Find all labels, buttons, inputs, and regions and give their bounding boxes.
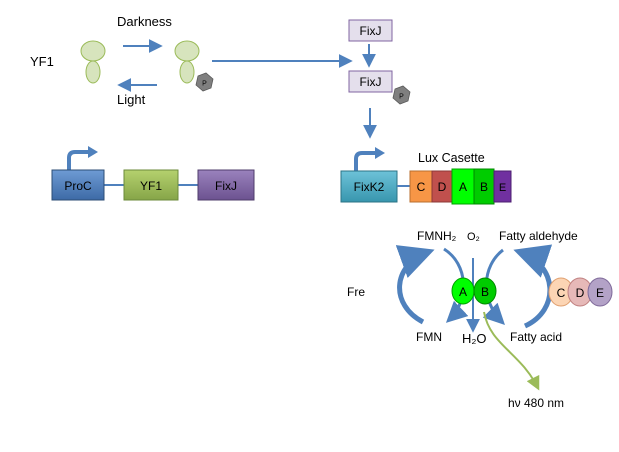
fmn-label: FMN [416,330,442,344]
phosphate-badge: P [195,72,214,92]
fatty-acid-label: Fatty acid [510,330,562,344]
luxb-subunit [473,277,497,305]
construct-2: FixK2 Lux Casette C D A B E [340,147,512,205]
proc-promoter-arrow-icon [67,150,90,170]
yf1-protein-icon [80,40,106,84]
lux-cassette-title: Lux Casette [418,151,485,165]
oxygen-label: O₂ [467,231,480,243]
construct-1: ProC YF1 FixJ [51,146,255,201]
gene-proc [51,169,105,201]
lux-gene-a-label: A [459,180,467,194]
luxe-enzyme [587,277,613,307]
luxc-enzyme-label: C [557,286,566,300]
fixj-phosphate-label: P [399,94,404,101]
lux-gene-e [493,170,512,203]
luxe-enzyme-label: E [596,286,604,300]
gene-yf1 [123,169,179,201]
gene-fixk2-label: FixK2 [354,180,385,194]
yf1-phosphorylated-icon [174,40,200,84]
gene-fixj [197,169,255,201]
luciferase-reaction-section: Fre FMNH₂ FMN O₂ H₂O Fatty aldehyde Fatt… [347,229,613,410]
lux-gene-b-label: B [480,180,488,194]
fixj-pathway-section: FixJ FixJ P [348,19,411,139]
luxa-subunit-label: A [459,285,467,299]
light-label: Light [117,92,146,107]
emission-label: hν 480 nm [508,396,564,410]
luxd-enzyme-label: D [576,286,585,300]
light-switch-section: YF1 Darkness Light P [30,14,353,107]
fixj-box [348,19,393,42]
luxb-subunit-label: B [481,285,489,299]
water-label: H₂O [462,331,487,346]
yf1-protein-label: YF1 [30,54,54,69]
gene-yf1-label: YF1 [140,179,162,193]
fixj-phosphorylated-label: FixJ [360,75,382,89]
darkness-label: Darkness [117,14,172,29]
fatty-acid-recycling-arrow [513,244,553,329]
fixk2-promoter-arrow-icon [354,151,377,171]
lux-gene-d-label: D [438,180,447,194]
gene-proc-label: ProC [64,179,92,193]
gene-fixj-label: FixJ [215,179,237,193]
fatty-aldehyde-label: Fatty aldehyde [499,229,578,243]
fmnh2-label: FMNH₂ [417,229,457,243]
fre-enzyme-label: Fre [347,285,365,299]
lux-gene-c-label: C [417,180,426,194]
lux-gene-e-label: E [499,182,506,194]
fixj-label: FixJ [360,24,382,38]
fixj-phosphate-badge: P [392,85,411,105]
phosphate-label: P [202,81,207,88]
fmn-reduction-arrow [395,245,435,325]
fixj-phosphorylated-box [348,70,393,93]
light-emission-arrow [483,311,540,391]
